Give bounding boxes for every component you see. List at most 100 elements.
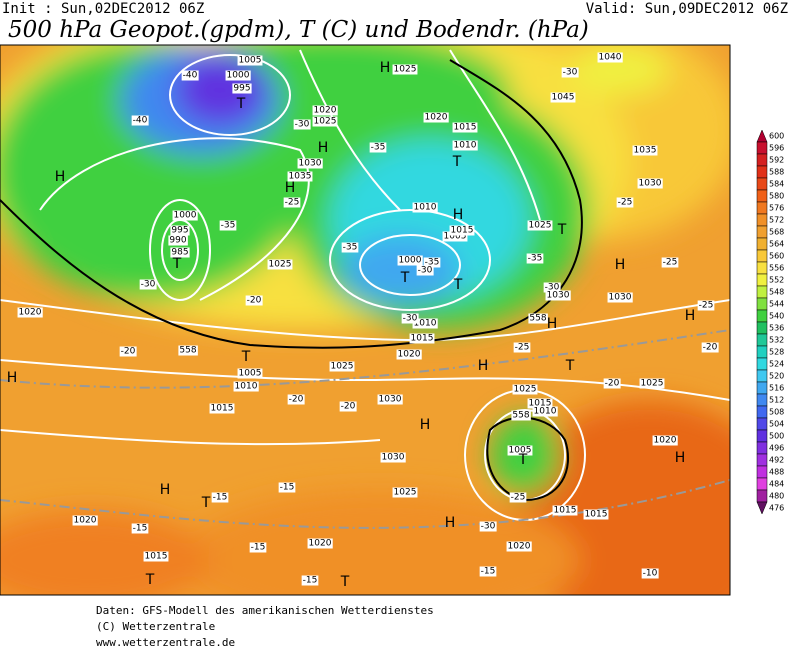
contour-label: -20 — [703, 343, 718, 353]
label-background — [278, 482, 296, 493]
label-background — [287, 171, 313, 182]
label-background — [377, 394, 403, 405]
label-background — [392, 64, 418, 75]
contour-label: 1005 — [239, 56, 262, 66]
contour-label: 1015 — [145, 552, 168, 562]
pressure-center: H — [160, 482, 171, 498]
valid-time: Valid: Sun,09DEC2012 06Z — [586, 1, 788, 17]
colorbar-label: 536 — [769, 324, 784, 333]
contour-label: 1000 — [174, 211, 197, 221]
contour-label: 1025 — [394, 488, 417, 498]
label-background — [632, 145, 658, 156]
pressure-center: T — [557, 222, 567, 238]
label-background — [526, 253, 544, 264]
label-background — [237, 368, 263, 379]
label-background — [697, 300, 715, 311]
colorbar-label: 476 — [769, 504, 784, 513]
contour-label: -30 — [141, 280, 156, 290]
colorbar-swatch — [756, 165, 768, 179]
colorbar-label: 588 — [769, 168, 784, 177]
label-background — [139, 279, 157, 290]
contour-label: 558 — [512, 411, 529, 421]
colorbar-label: 520 — [769, 372, 784, 381]
label-background — [232, 83, 252, 94]
label-background — [297, 158, 323, 169]
colorbar-swatch — [756, 177, 768, 191]
colorbar-label: 548 — [769, 288, 784, 297]
contour-label: 1020 — [314, 106, 337, 116]
label-background — [607, 292, 633, 303]
colorbar-label: 576 — [769, 204, 784, 213]
contour-label: -20 — [121, 347, 136, 357]
colorbar-label: 564 — [769, 240, 784, 249]
colorbar-swatch — [756, 393, 768, 407]
contour-label: 1015 — [585, 510, 608, 520]
colorbar-swatch — [756, 309, 768, 323]
label-background — [409, 333, 435, 344]
colorbar-label: 580 — [769, 192, 784, 201]
contour-label: -30 — [545, 283, 560, 293]
label-background — [293, 119, 311, 130]
label-background — [416, 265, 434, 276]
colorbar-swatch — [756, 489, 768, 503]
contour-label: 1015 — [529, 399, 552, 409]
pressure-center: H — [445, 515, 456, 531]
label-background — [527, 220, 553, 231]
contour-label: 1015 — [211, 404, 234, 414]
label-background — [552, 505, 578, 516]
label-background — [312, 116, 338, 127]
colorbar-label: 508 — [769, 408, 784, 417]
label-background — [170, 225, 190, 236]
contour-label: -30 — [563, 68, 578, 78]
label-background — [442, 231, 468, 242]
label-background — [616, 197, 634, 208]
contour-label: -40 — [133, 116, 148, 126]
contour-label: 1020 — [19, 308, 42, 318]
contour-label: 985 — [171, 248, 188, 258]
label-background — [479, 521, 497, 532]
label-background — [287, 394, 305, 405]
contour-label: -25 — [699, 301, 714, 311]
label-background — [528, 313, 548, 324]
colorbar-label: 512 — [769, 396, 784, 405]
label-background — [181, 70, 199, 81]
colorbar-swatch — [756, 189, 768, 203]
contour-label: -35 — [425, 258, 440, 268]
contour-label: 1005 — [509, 446, 532, 456]
colorbar-label: 572 — [769, 216, 784, 225]
contour-label: 1030 — [379, 395, 402, 405]
label-background — [527, 398, 553, 409]
colorbar-label: 540 — [769, 312, 784, 321]
colorbar-swatch — [756, 453, 768, 467]
colorbar-swatch — [756, 441, 768, 455]
colorbar-swatch — [756, 237, 768, 251]
map-frame — [0, 44, 731, 596]
footer-line: (C) Wetterzentrale — [96, 620, 215, 633]
colorbar-swatch — [756, 297, 768, 311]
pressure-center: H — [380, 60, 391, 76]
pressure-center: T — [518, 452, 528, 468]
contour-label: -40 — [183, 71, 198, 81]
colorbar-label: 556 — [769, 264, 784, 273]
contour-label: 558 — [179, 346, 196, 356]
label-background — [143, 551, 169, 562]
contour-label: 1015 — [454, 123, 477, 133]
colorbar-label: 496 — [769, 444, 784, 453]
colorbar-label: 552 — [769, 276, 784, 285]
contour-label: 1035 — [634, 146, 657, 156]
colorbar-swatch — [756, 417, 768, 431]
contour-label: -15 — [213, 493, 228, 503]
contour-label: -15 — [251, 543, 266, 553]
label-background — [380, 452, 406, 463]
label-background — [452, 122, 478, 133]
pressure-center: H — [7, 370, 18, 386]
label-background — [550, 92, 576, 103]
pressure-center: T — [236, 96, 246, 112]
contour-label: -30 — [295, 120, 310, 130]
contour-label: 1030 — [382, 453, 405, 463]
colorbar-label: 484 — [769, 480, 784, 489]
colorbar-label: 544 — [769, 300, 784, 309]
label-background — [312, 105, 338, 116]
colorbar-swatch — [756, 225, 768, 239]
